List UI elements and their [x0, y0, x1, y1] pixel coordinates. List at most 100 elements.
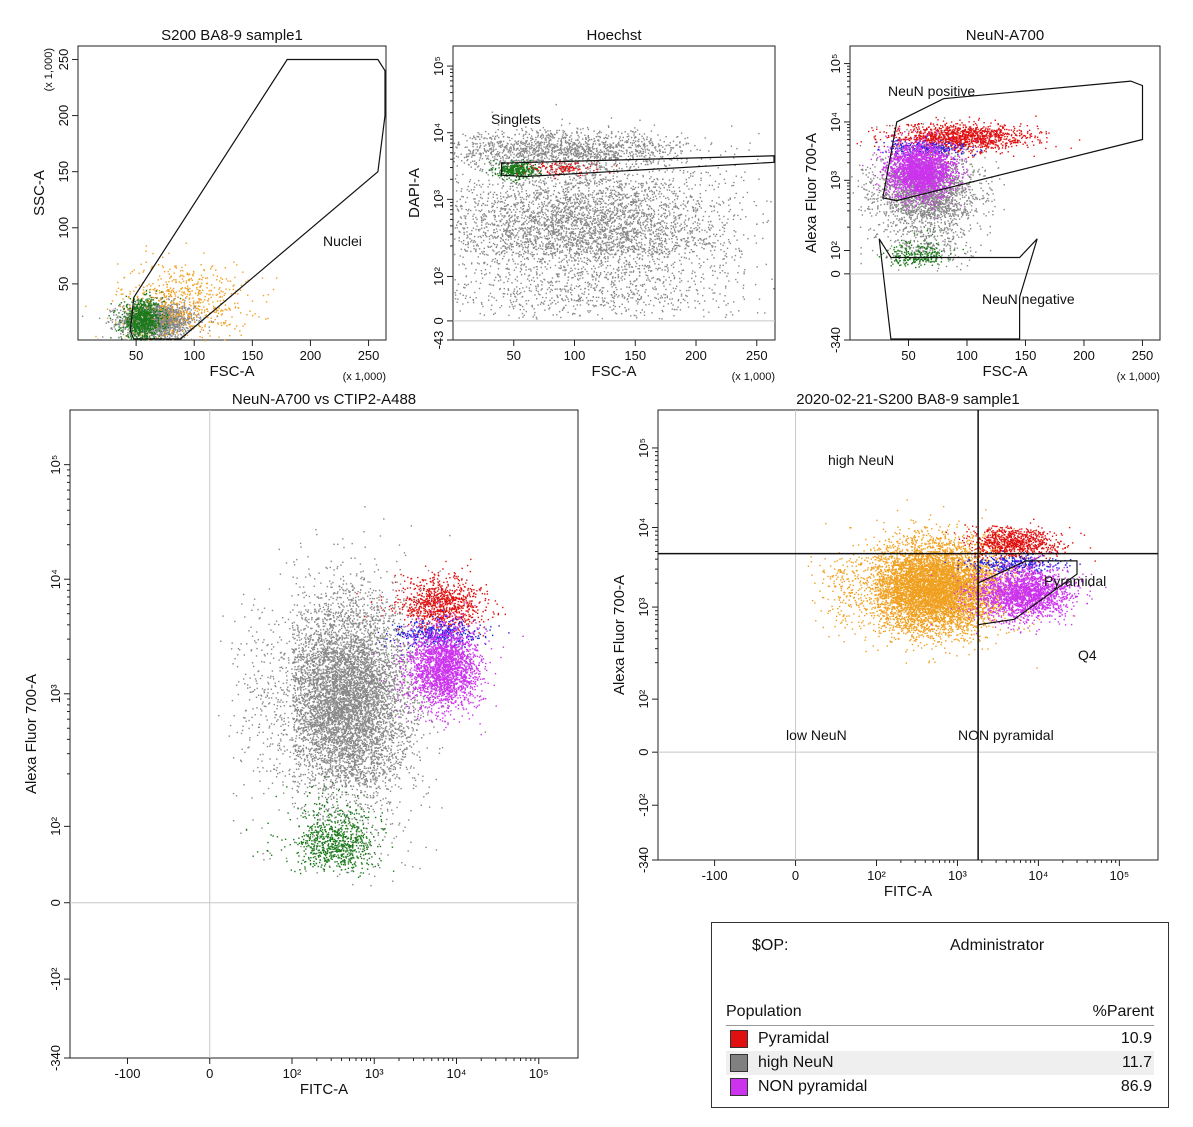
data-point — [545, 297, 547, 299]
data-point — [181, 287, 183, 289]
data-point — [736, 281, 739, 283]
data-point — [190, 325, 192, 327]
data-point — [567, 201, 569, 203]
data-point — [144, 312, 146, 314]
data-point — [242, 325, 244, 327]
data-point — [558, 233, 560, 235]
data-point — [493, 250, 495, 252]
data-point — [134, 316, 136, 318]
data-point — [481, 277, 484, 279]
data-point — [198, 298, 200, 300]
data-point — [180, 322, 182, 324]
data-point — [598, 221, 600, 223]
data-point — [141, 334, 143, 336]
data-point — [174, 297, 176, 300]
data-point — [657, 269, 659, 271]
data-point — [188, 298, 190, 300]
data-point — [596, 230, 599, 232]
data-point — [628, 294, 630, 296]
data-point — [141, 304, 143, 306]
data-point — [529, 207, 531, 209]
data-point — [161, 291, 163, 293]
data-point — [609, 237, 612, 239]
data-point — [633, 194, 635, 196]
data-point — [584, 281, 586, 284]
data-point — [207, 310, 209, 312]
data-point — [173, 318, 175, 320]
data-point — [715, 202, 718, 204]
data-point — [576, 250, 578, 253]
data-point — [187, 314, 189, 316]
data-point — [707, 242, 710, 245]
data-point — [580, 206, 583, 209]
data-point — [165, 315, 167, 318]
data-point — [124, 322, 126, 324]
data-point — [663, 212, 665, 215]
data-point — [149, 294, 151, 297]
data-point — [105, 322, 107, 324]
data-point — [567, 279, 569, 281]
data-point — [556, 274, 559, 277]
data-point — [710, 265, 713, 267]
data-point — [129, 293, 131, 295]
data-point — [591, 242, 593, 245]
data-point — [616, 198, 619, 201]
data-point — [228, 288, 231, 291]
data-point — [550, 199, 552, 202]
data-point — [151, 310, 153, 312]
data-point — [219, 295, 221, 298]
data-point — [638, 268, 640, 270]
data-point — [582, 154, 584, 157]
data-point — [175, 320, 177, 322]
data-point — [234, 276, 236, 279]
data-point — [664, 240, 666, 243]
data-point — [108, 315, 110, 317]
data-point — [639, 217, 641, 219]
data-point — [109, 311, 112, 313]
data-point — [142, 322, 144, 324]
data-point — [153, 303, 156, 306]
data-point — [164, 302, 166, 304]
data-point — [203, 269, 205, 272]
data-point — [157, 334, 159, 336]
data-point — [673, 246, 675, 248]
data-point — [147, 301, 149, 303]
data-point — [723, 300, 725, 302]
data-point — [571, 299, 573, 301]
data-point — [215, 309, 218, 311]
data-point — [589, 209, 592, 211]
data-point — [523, 210, 525, 213]
data-point — [586, 251, 588, 254]
data-point — [157, 322, 159, 324]
data-point — [198, 293, 200, 295]
data-point — [676, 222, 679, 224]
data-point — [126, 304, 128, 306]
data-point — [599, 249, 601, 251]
data-point — [131, 324, 134, 326]
data-point — [193, 312, 195, 314]
data-point — [188, 313, 190, 315]
data-point — [621, 237, 623, 239]
data-point — [188, 325, 191, 328]
data-point — [556, 211, 559, 214]
data-point — [138, 327, 140, 329]
data-point — [646, 279, 648, 281]
data-point — [129, 290, 131, 293]
data-point — [633, 314, 635, 317]
data-point — [236, 264, 238, 266]
data-point — [124, 319, 126, 321]
data-point — [660, 242, 663, 244]
data-point — [710, 250, 712, 252]
data-point — [630, 315, 632, 317]
data-point — [606, 222, 608, 224]
data-point — [164, 313, 167, 315]
data-point — [624, 195, 626, 197]
data-point — [216, 315, 219, 317]
data-point — [454, 178, 457, 180]
data-point — [584, 195, 587, 197]
tick-label: 50 — [129, 348, 143, 363]
data-point — [598, 280, 600, 283]
data-point — [127, 322, 129, 325]
data-point — [713, 205, 715, 207]
data-point — [140, 312, 142, 314]
